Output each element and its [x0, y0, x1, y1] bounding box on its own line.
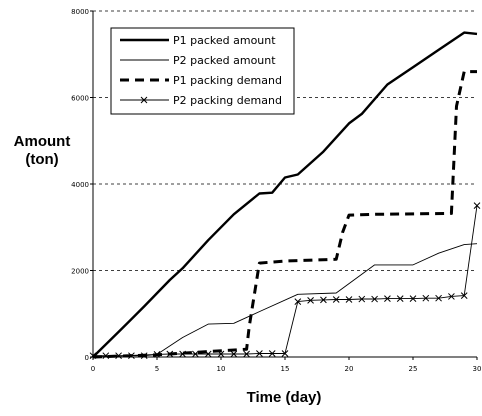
series-group — [89, 31, 481, 360]
series-4-marker — [115, 352, 122, 360]
series-4-marker — [435, 294, 442, 302]
x-tick-label: 30 — [473, 365, 482, 373]
series-line-1 — [92, 31, 478, 358]
series-4-marker — [192, 350, 199, 358]
series-4-marker — [166, 350, 174, 358]
y-axis-label-line1: Amount — [13, 133, 71, 150]
series-4-marker — [358, 295, 366, 303]
series-4-marker — [294, 298, 302, 305]
y-tick-label: 2000 — [71, 268, 89, 276]
series-4-marker — [204, 350, 212, 358]
y-tick-label: 0 — [85, 354, 89, 362]
series-4-marker — [140, 352, 148, 360]
legend-label-3: P1 packing demand — [173, 74, 282, 87]
y-tick-label: 8000 — [71, 8, 89, 16]
series-4-marker — [89, 352, 97, 360]
x-axis-label: Time (day) — [246, 389, 322, 406]
series-4-marker — [256, 350, 263, 357]
series-4-marker — [307, 296, 314, 304]
y-axis-label: Amount (ton) — [2, 133, 82, 169]
series-4-marker — [230, 350, 238, 358]
legend-label-1: P1 packed amount — [173, 34, 276, 47]
series-4-marker — [128, 352, 135, 360]
series-4-marker — [371, 295, 378, 303]
series-line-3 — [92, 70, 477, 359]
series-4-marker — [345, 296, 353, 303]
x-tick-label: 10 — [217, 365, 226, 373]
series-4-marker — [473, 202, 481, 209]
y-tick-label: 6000 — [71, 95, 89, 103]
legend: P1 packed amount P2 packed amount P1 packi… — [110, 27, 295, 115]
legend-label-2: P2 packed amount — [173, 54, 276, 67]
x-tick-label: 25 — [409, 365, 418, 373]
series-4-marker — [422, 294, 430, 302]
x-tick-label: 15 — [281, 365, 290, 373]
x-tick-label: 5 — [155, 365, 159, 373]
legend-label-4: P2 packing demand — [173, 94, 282, 107]
series-4-marker — [217, 350, 225, 358]
series-4-marker — [281, 350, 289, 357]
legend-marker-4 — [140, 96, 148, 104]
series-line-2 — [92, 243, 478, 358]
series-4-marker — [460, 292, 468, 299]
x-tick-label: 20 — [345, 365, 354, 373]
series-line-4 — [93, 205, 478, 357]
series-4-marker — [332, 296, 340, 303]
series-4-marker — [153, 351, 161, 358]
series-4-marker — [409, 295, 417, 302]
y-tick-label: 4000 — [71, 181, 89, 189]
series-4-marker — [448, 293, 455, 300]
tick-labels: 0 2000 4000 6000 8000 0 5 10 15 20 25 30 — [71, 8, 481, 373]
y-axis-label-line2: (ton) — [25, 151, 59, 168]
series-4-marker — [384, 295, 391, 302]
series-4-marker — [102, 352, 110, 360]
series-4-marker — [320, 296, 327, 304]
series-4-marker — [179, 350, 186, 358]
x-tick-label: 0 — [91, 365, 95, 373]
series-4-marker — [268, 350, 276, 357]
series-4-marker — [396, 295, 404, 302]
series-4-marker — [243, 350, 250, 358]
